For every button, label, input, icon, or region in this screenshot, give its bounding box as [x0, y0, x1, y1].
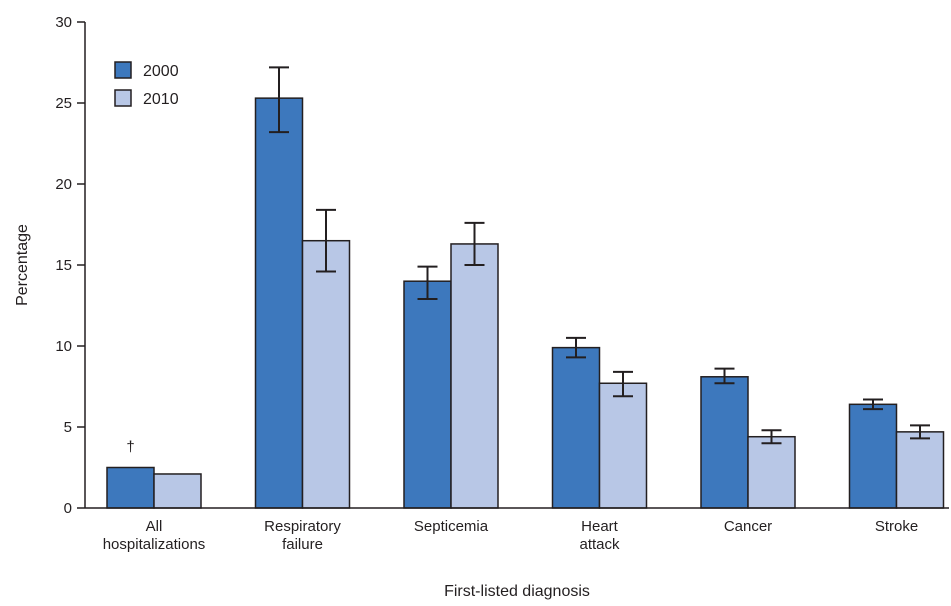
- x-tick-label-1: Respiratory failure: [264, 518, 341, 553]
- error-bar-2000-4: [714, 367, 735, 385]
- axes-layer: [84, 22, 949, 509]
- error-bar-2000-3: [566, 336, 586, 359]
- error-bar-2010-5: [910, 424, 930, 440]
- x-tick-labels: All hospitalizations Respiratory failure Sep…: [103, 518, 918, 553]
- error-bar-2010-3: [613, 370, 633, 398]
- errorbars-layer: [269, 66, 930, 445]
- x-tick-label-4: Cancer: [724, 518, 772, 535]
- y-tick-label-5: 5: [64, 419, 72, 436]
- y-tick-label-30: 30: [55, 14, 72, 31]
- error-bar-2010-1: [316, 208, 336, 273]
- bar-2000-5: [848, 403, 898, 509]
- error-bar-2000-5: [863, 398, 883, 411]
- y-tick-label-15: 15: [55, 257, 72, 274]
- bar-2000-4: [700, 376, 749, 509]
- bar-2010-3: [598, 382, 648, 509]
- error-bar-2000-1: [269, 66, 289, 134]
- x-tick-label-0: All hospitalizations: [103, 518, 206, 553]
- bar-2010-2: [450, 243, 499, 509]
- annotation-dagger: †: [126, 439, 134, 456]
- error-bar-2000-2: [417, 265, 438, 301]
- bar-2010-5: [895, 431, 945, 509]
- bar-2000-1: [254, 97, 304, 509]
- bar-2010-1: [301, 239, 351, 509]
- bar-2000-2: [403, 280, 452, 509]
- x-tick-label-2: Septicemia: [414, 518, 489, 535]
- bars-layer: [106, 97, 945, 509]
- error-bar-2010-2: [464, 221, 485, 266]
- y-tick-label-0: 0: [64, 500, 72, 517]
- legend: 2000 2010: [114, 61, 179, 108]
- legend-label-2010: 2010: [143, 91, 179, 108]
- bar-2000-3: [551, 346, 601, 509]
- y-tick-label-10: 10: [55, 338, 72, 355]
- legend-swatch-2000: [114, 61, 132, 79]
- error-bar-2010-4: [761, 429, 782, 445]
- legend-swatch-2010: [114, 89, 132, 107]
- x-axis-title: First-listed diagnosis: [444, 583, 590, 600]
- annotations: †: [126, 439, 134, 456]
- legend-label-2000: 2000: [143, 63, 179, 80]
- x-tick-label-3: Heart attack: [579, 518, 620, 553]
- y-axis-title: Percentage: [14, 224, 31, 306]
- y-ticks: 0 5 10 15 20 25 30: [55, 14, 85, 517]
- bar-2010-4: [747, 435, 796, 509]
- bar-2000-0: [106, 466, 155, 509]
- y-tick-label-25: 25: [55, 95, 72, 112]
- bar-2010-0: [153, 473, 202, 509]
- y-tick-label-20: 20: [55, 176, 72, 193]
- x-tick-label-5: Stroke: [875, 518, 918, 535]
